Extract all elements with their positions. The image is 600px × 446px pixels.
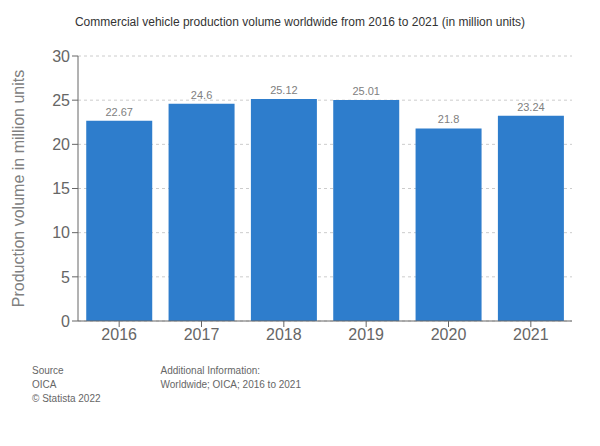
- svg-text:0: 0: [61, 313, 70, 330]
- svg-text:24.6: 24.6: [191, 89, 212, 101]
- svg-text:15: 15: [52, 180, 70, 197]
- html-text:Commercial vehicle production: Commercial vehicle production volume wor…: [74, 15, 526, 29]
- svg-text:21.8: 21.8: [438, 113, 459, 125]
- svg-text:Production volume in million u: Production volume in million units: [10, 70, 27, 307]
- svg-text:2021: 2021: [513, 326, 549, 343]
- html-text:Additional Information: Worldw: Additional Information: Worldwide; OICA;…: [160, 365, 301, 390]
- svg-text:23.24: 23.24: [517, 101, 545, 113]
- svg-text:25: 25: [52, 92, 70, 109]
- svg-text:25.12: 25.12: [270, 84, 298, 96]
- svg-text:2017: 2017: [184, 326, 220, 343]
- svg-text:30: 30: [52, 48, 70, 65]
- svg-text:2018: 2018: [266, 326, 302, 343]
- svg-text:20: 20: [52, 136, 70, 153]
- svg-text:25.01: 25.01: [352, 85, 380, 97]
- svg-text:5: 5: [61, 269, 70, 286]
- svg-text:2019: 2019: [348, 326, 384, 343]
- html-text:Source OICA © Statista 2022: Source OICA © Statista 2022: [32, 365, 101, 404]
- svg-text:22.67: 22.67: [105, 106, 133, 118]
- svg-text:10: 10: [52, 224, 70, 241]
- svg-text:2016: 2016: [101, 326, 137, 343]
- svg-text:2020: 2020: [431, 326, 467, 343]
